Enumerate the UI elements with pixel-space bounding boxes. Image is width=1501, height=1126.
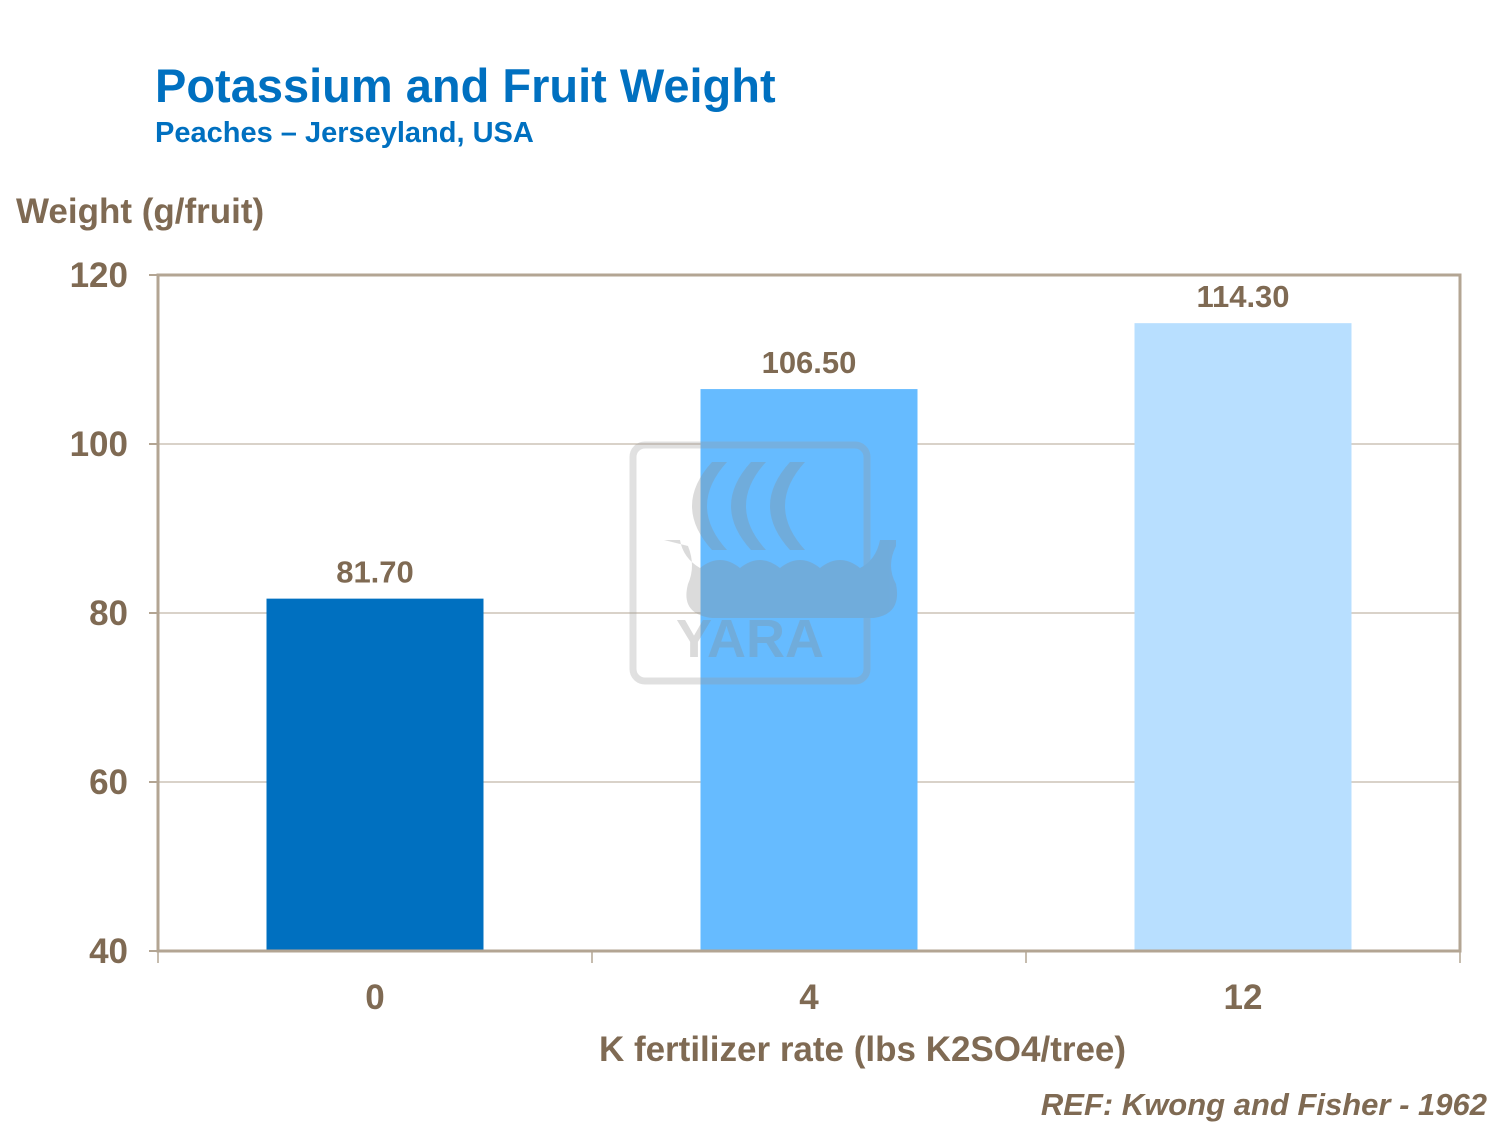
plot-frame	[156, 273, 1462, 953]
y-tick-label: 40	[89, 932, 128, 971]
x-tick-label: 12	[1224, 978, 1263, 1017]
watermark-border	[629, 441, 871, 685]
watermark-ship	[664, 540, 898, 618]
bar	[266, 598, 484, 951]
y-tick-label: 120	[70, 256, 128, 295]
data-label: 81.70	[336, 555, 414, 590]
y-tick-label: 100	[70, 425, 128, 464]
reference-note: REF: Kwong and Fisher - 1962	[1040, 1087, 1487, 1122]
data-label: 106.50	[762, 345, 857, 380]
data-label: 114.30	[1196, 279, 1289, 314]
watermark-sail	[692, 462, 727, 550]
yara-watermark-icon: YARA	[629, 441, 898, 685]
x-tick-label: 0	[365, 978, 384, 1017]
watermark-text: YARA	[676, 609, 824, 669]
x-axis-label: K fertilizer rate (lbs K2SO4/tree)	[598, 1030, 1127, 1069]
chart-subtitle: Peaches – Jerseyland, USA	[155, 117, 534, 149]
y-tick-label: 60	[89, 763, 128, 802]
chart-title: Potassium and Fruit Weight	[155, 59, 776, 112]
x-tick-label: 4	[799, 978, 819, 1017]
y-axis-label: Weight (g/fruit)	[16, 192, 265, 231]
watermark-sail	[731, 462, 766, 550]
bar	[1134, 323, 1352, 951]
watermark-sail	[770, 462, 805, 550]
bar	[700, 389, 918, 951]
y-tick-label: 80	[89, 594, 128, 633]
